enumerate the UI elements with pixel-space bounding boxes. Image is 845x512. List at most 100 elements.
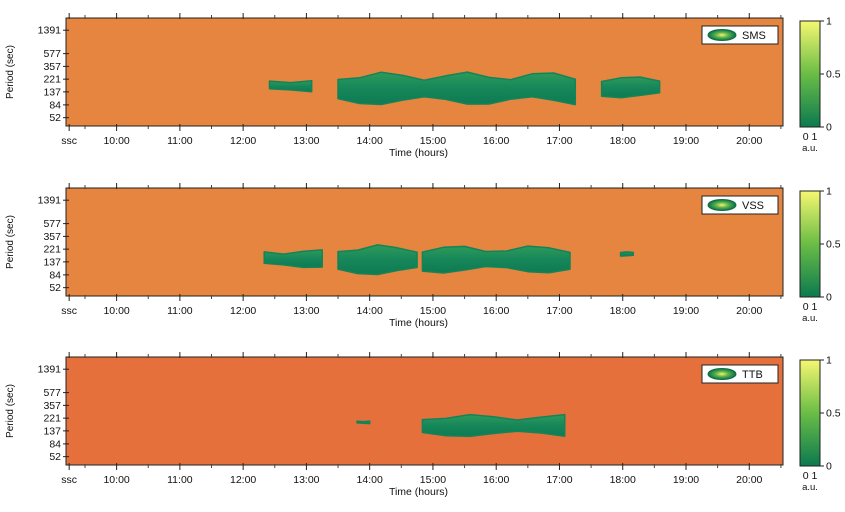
power-blob: [619, 251, 635, 257]
x-tick-label: 19:00: [673, 305, 699, 317]
y-tick-label: 137: [43, 256, 61, 268]
panel-sms: ssc 10:00 11:00 12:00 13:00 14:00 15:00 16:00 17…: [5, 13, 841, 159]
plot-background: [66, 357, 783, 465]
x-tick-label: 12:00: [230, 135, 256, 147]
x-tick-label: 18:00: [610, 305, 636, 317]
y-tick-label: 221: [43, 413, 61, 425]
legend-swatch: [707, 199, 737, 211]
colorbar-tick-label: 1: [826, 186, 832, 198]
power-blob: [600, 76, 661, 99]
panel-vss: ssc 10:00 11:00 12:00 13:00 14:00 15:00 16:00 17…: [5, 183, 841, 329]
y-tick-label: 577: [43, 218, 61, 230]
x-tick-label: 10:00: [103, 135, 129, 147]
y-tick-label: 137: [43, 425, 61, 437]
x-axis-label: Time (hours): [389, 486, 448, 498]
y-tick-label: 52: [49, 451, 61, 463]
power-blob: [337, 71, 577, 106]
x-tick-label: 13:00: [293, 135, 319, 147]
y-tick-label: 577: [43, 48, 61, 60]
colorbar-tick-label: 0: [826, 122, 832, 134]
colorbar-tick-label: 0: [826, 292, 832, 304]
power-blob: [263, 249, 323, 269]
colorbar: [799, 190, 821, 298]
y-tick-label: 1391: [38, 364, 62, 376]
x-tick-label: 20:00: [736, 305, 762, 317]
plot-frame: [65, 356, 784, 466]
plot-background: [66, 188, 783, 296]
y-tick-label: 52: [49, 282, 61, 294]
y-tick-label: 221: [43, 244, 61, 256]
legend-label: TTB: [742, 369, 763, 381]
colorbar-bottom-label: 0 1: [803, 301, 818, 313]
x-tick-label: 19:00: [673, 474, 699, 486]
colorbar-unit: a.u.: [802, 482, 818, 493]
y-tick-label: 84: [49, 269, 61, 281]
colorbar-tick-label: 1: [826, 16, 832, 28]
x-tick-label: 10:00: [103, 305, 129, 317]
x-axis-label: Time (hours): [389, 317, 448, 329]
colorbar-tick-label: 0.5: [826, 69, 841, 81]
legend-label: VSS: [742, 200, 764, 212]
y-tick-label: 1391: [38, 195, 62, 207]
y-tick-label: 52: [49, 112, 61, 124]
x-tick-label: 19:00: [673, 135, 699, 147]
y-tick-label: 357: [43, 61, 61, 73]
y-tick-label: 357: [43, 231, 61, 243]
power-blob: [356, 420, 371, 425]
x-tick-label: 18:00: [610, 474, 636, 486]
colorbar-tick-label: 0.5: [826, 408, 841, 420]
x-tick-label: 10:00: [103, 474, 129, 486]
y-tick-label: 137: [43, 86, 61, 98]
legend-label: SMS: [742, 30, 766, 42]
x-tick-label: ssc: [61, 135, 77, 147]
x-tick-label: 11:00: [167, 474, 193, 486]
x-tick-label: 14:00: [357, 305, 383, 317]
plot-frame: [65, 17, 784, 127]
x-tick-label: 12:00: [230, 305, 256, 317]
y-tick-label: 357: [43, 400, 61, 412]
x-tick-label: 15:00: [420, 305, 446, 317]
x-tick-label: 12:00: [230, 474, 256, 486]
x-tick-label: 14:00: [357, 474, 383, 486]
y-axis-label: Period (sec): [5, 384, 16, 438]
plot-frame: [65, 187, 784, 297]
colorbar: [799, 20, 821, 128]
y-tick-label: 84: [49, 99, 61, 111]
colorbar-tick-label: 0.5: [826, 239, 841, 251]
x-tick-label: 15:00: [420, 135, 446, 147]
power-blob: [421, 245, 571, 274]
x-tick-label: 17:00: [546, 305, 572, 317]
x-tick-label: 15:00: [420, 474, 446, 486]
power-blob: [421, 413, 566, 438]
x-tick-label: 16:00: [483, 474, 509, 486]
panel-ttb: ssc 10:00 11:00 12:00 13:00 14:00 15:00 16:00 17…: [5, 352, 841, 498]
x-tick-label: 17:00: [546, 474, 572, 486]
colorbar-bottom-label: 0 1: [803, 470, 818, 482]
x-tick-label: 17:00: [546, 135, 572, 147]
x-tick-label: 13:00: [293, 474, 319, 486]
legend-swatch: [707, 29, 737, 41]
colorbar: [799, 359, 821, 467]
y-axis-label: Period (sec): [5, 215, 16, 269]
x-tick-label: ssc: [61, 474, 77, 486]
legend-swatch: [707, 368, 737, 380]
colorbar-bottom-label: 0 1: [803, 131, 818, 143]
x-tick-label: 16:00: [483, 135, 509, 147]
x-tick-label: 14:00: [357, 135, 383, 147]
power-blob: [337, 244, 418, 276]
x-axis-label: Time (hours): [389, 147, 448, 159]
colorbar-tick-label: 1: [826, 355, 832, 367]
colorbar-tick-label: 0: [826, 461, 832, 473]
x-tick-label: ssc: [61, 305, 77, 317]
x-tick-label: 20:00: [736, 135, 762, 147]
x-tick-label: 11:00: [167, 305, 193, 317]
colorbar-unit: a.u.: [802, 313, 818, 324]
y-axis-label: Period (sec): [5, 45, 16, 99]
y-tick-label: 84: [49, 438, 61, 450]
x-tick-label: 11:00: [167, 135, 193, 147]
y-tick-label: 577: [43, 387, 61, 399]
y-tick-label: 1391: [38, 25, 62, 37]
colorbar-unit: a.u.: [802, 143, 818, 154]
